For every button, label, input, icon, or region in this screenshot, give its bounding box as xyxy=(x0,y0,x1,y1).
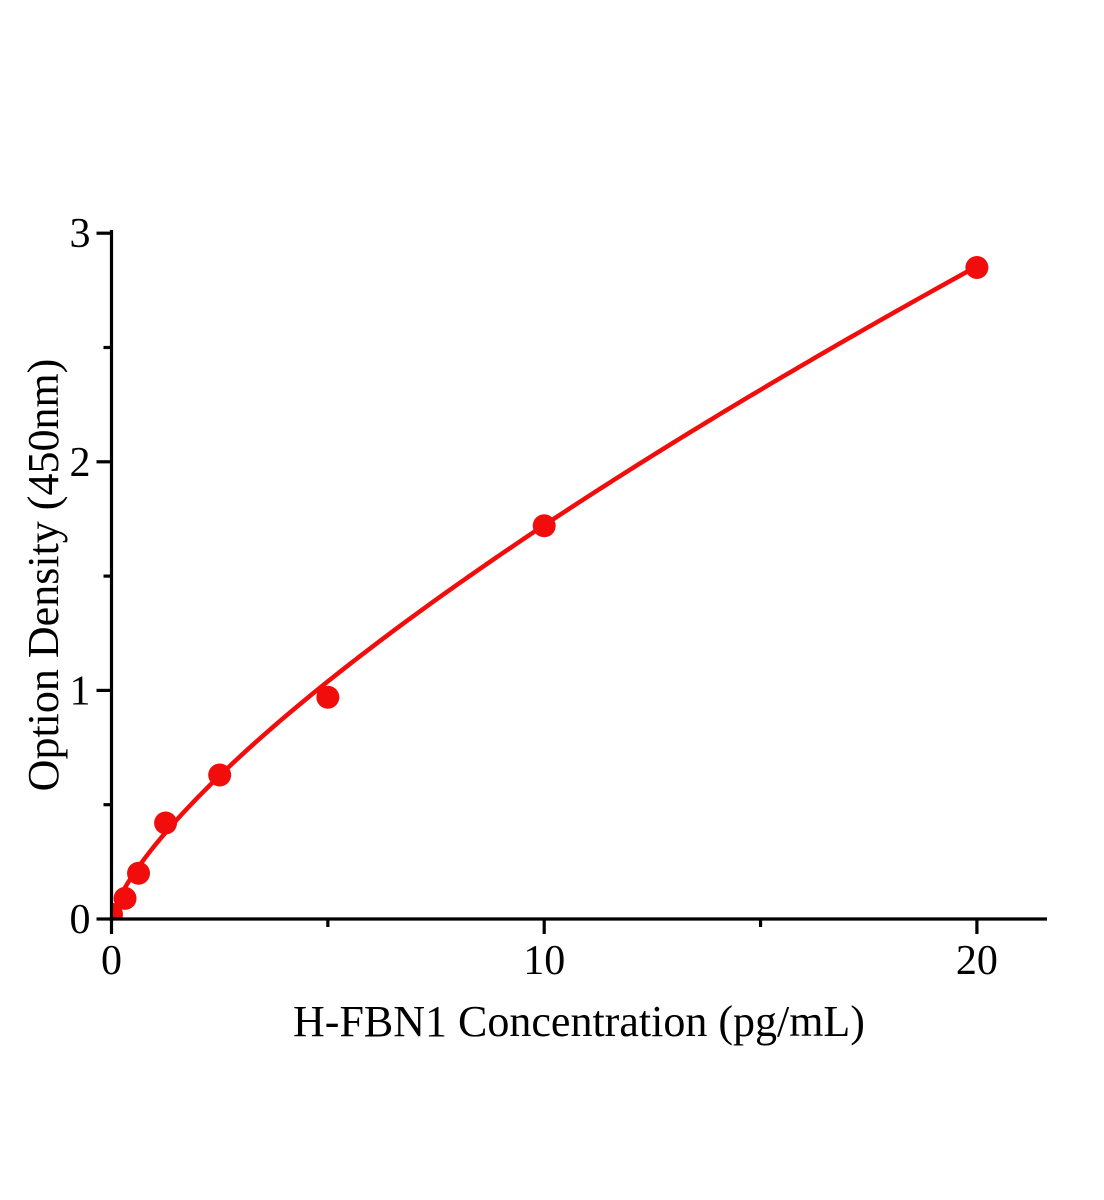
data-point-marker xyxy=(113,886,137,910)
fit-curve xyxy=(109,264,980,922)
y-tick-label: 0 xyxy=(70,897,91,943)
x-tick-label: 10 xyxy=(523,938,565,984)
y-tick-labels: 0 1 2 3 xyxy=(70,211,91,943)
x-tick-labels: 0 10 20 xyxy=(101,938,998,984)
data-point-marker xyxy=(532,514,556,538)
y-tick-label: 1 xyxy=(70,668,91,714)
data-point-marker xyxy=(316,685,340,709)
x-tick-label: 0 xyxy=(101,938,122,984)
y-axis-title: Option Density (450nm) xyxy=(19,359,68,792)
data-points xyxy=(111,255,989,919)
data-point-marker xyxy=(154,811,178,835)
axes xyxy=(96,230,1047,934)
x-tick-label: 20 xyxy=(956,938,998,984)
data-point-marker xyxy=(127,861,151,885)
fit-curve-path xyxy=(109,264,980,922)
y-tick-label: 2 xyxy=(70,440,91,486)
data-point-marker xyxy=(965,255,989,279)
x-axis-title: H-FBN1 Concentration (pg/mL) xyxy=(293,997,865,1046)
data-point-marker xyxy=(208,763,232,787)
y-tick-label: 3 xyxy=(70,211,91,257)
